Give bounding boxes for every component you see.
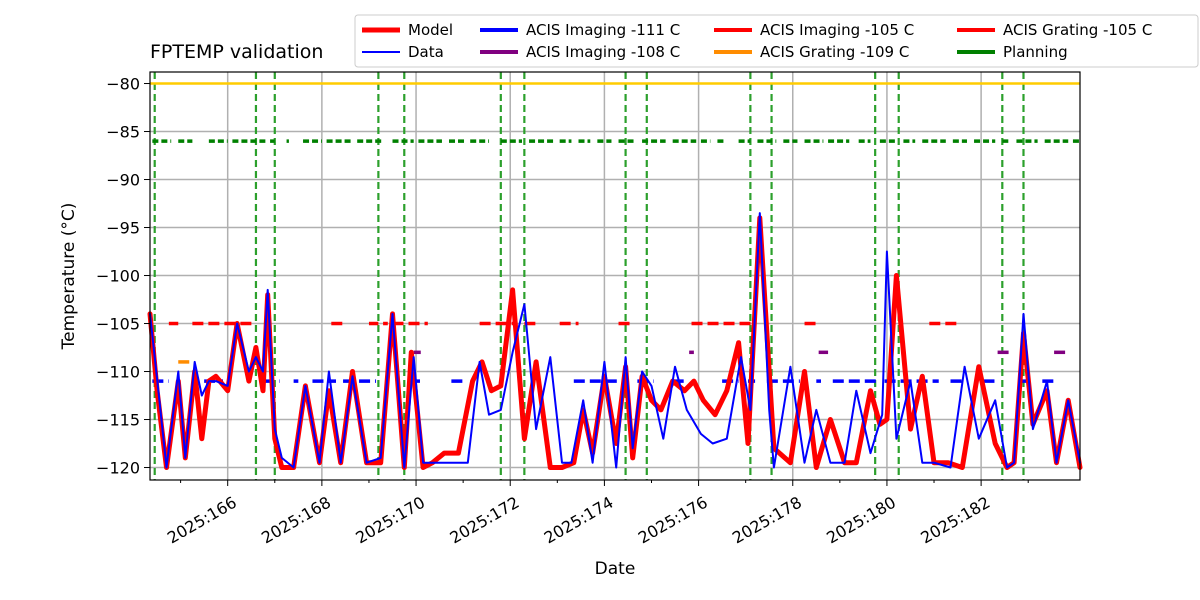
legend-entry-planning-label: Planning [1003, 43, 1068, 61]
legend-entry-acis-imaging-108-c-label: ACIS Imaging -108 C [526, 43, 680, 61]
y-tick-label: −80 [106, 75, 140, 94]
legend-entry-model-label: Model [408, 21, 453, 39]
legend: Model Data ACIS Imaging -111 C ACIS Imaging… [354, 14, 1199, 68]
y-tick-label: −90 [106, 171, 140, 190]
legend-entry-data-label: Data [408, 43, 444, 61]
legend-entry-planning: Planning [957, 43, 1068, 61]
legend-entry-model: Model [362, 21, 453, 39]
y-tick-label: −105 [96, 315, 140, 334]
legend-entry-data: Data [362, 43, 444, 61]
legend-entry-acis-grating-105-c-label: ACIS Grating -105 C [1003, 21, 1152, 39]
legend-entry-acis-imaging-108-c: ACIS Imaging -108 C [480, 43, 680, 61]
y-tick-label: −85 [106, 123, 140, 142]
legend-entry-acis-grating-109-c-label: ACIS Grating -109 C [760, 43, 909, 61]
legend-entry-acis-imaging-105-c: ACIS Imaging -105 C [714, 21, 914, 39]
y-tick-label: −95 [106, 219, 140, 238]
y-axis-ticks: −120 −115 −110 −105 −100 −95 −90 −85 −80 [96, 75, 150, 478]
y-tick-label: −100 [96, 267, 140, 286]
series-lines [147, 212, 1083, 470]
legend-entry-acis-grating-105-c: ACIS Grating -105 C [957, 21, 1152, 39]
series-line-data [149, 212, 1081, 469]
y-axis-label: Temperature (°C) [59, 203, 79, 351]
grid [150, 72, 1080, 480]
legend-entry-acis-imaging-111-c-label: ACIS Imaging -111 C [526, 21, 680, 39]
y-tick-label: −110 [96, 363, 140, 382]
legend-entry-acis-imaging-111-c: ACIS Imaging -111 C [480, 21, 680, 39]
y-tick-label: −120 [96, 459, 140, 478]
y-tick-label: −115 [96, 411, 140, 430]
x-axis-label: Date [595, 559, 636, 579]
chart-title: FPTEMP validation [150, 41, 323, 63]
legend-entry-acis-grating-109-c: ACIS Grating -109 C [714, 43, 909, 61]
legend-entry-acis-imaging-105-c-label: ACIS Imaging -105 C [760, 21, 914, 39]
